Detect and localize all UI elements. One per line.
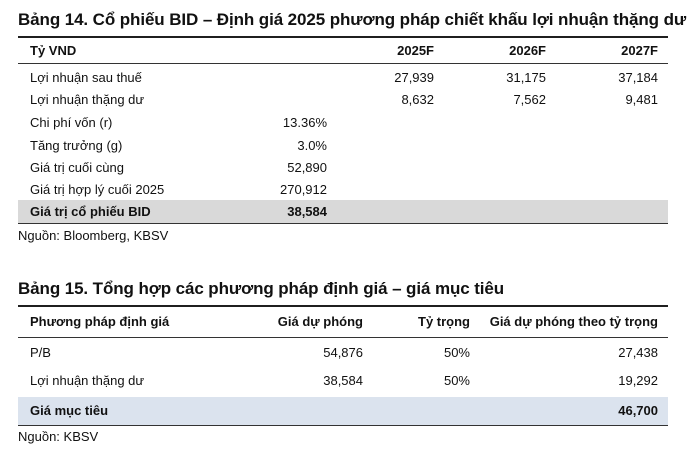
cell-2027: 9,481 (625, 92, 658, 107)
table15-total-row: Giá mục tiêu 46,700 (18, 397, 668, 425)
table15-header-weight: Tỷ trọng (418, 314, 470, 329)
table14-header-rule (18, 63, 668, 64)
row-label: Giá trị cuối cùng (30, 160, 124, 175)
table-row: Tăng trưởng (g) 3.0% (18, 134, 668, 157)
row-price: 54,876 (323, 345, 363, 360)
table-row: Chi phí vốn (r) 13.36% (18, 111, 668, 134)
cell-2026: 31,175 (506, 70, 546, 85)
table14-header-2026: 2026F (509, 43, 546, 58)
table-row-highlight: Giá trị cổ phiếu BID 38,584 (18, 200, 668, 223)
table-row: P/B 54,876 50% 27,438 (18, 339, 668, 367)
table-row: Giá trị cuối cùng 52,890 (18, 156, 668, 179)
table15-bottom-rule (18, 425, 668, 426)
table15-header-rule (18, 337, 668, 338)
cell-2025: 27,939 (394, 70, 434, 85)
table14-header-row: Tỷ VND 2025F 2026F 2027F (18, 39, 668, 62)
table-row: Giá trị hợp lý cuối 2025 270,912 (18, 178, 668, 201)
row-weight: 50% (443, 345, 470, 360)
row-label: Tăng trưởng (g) (30, 138, 123, 153)
row-label: Giá trị hợp lý cuối 2025 (30, 182, 165, 197)
table15-title: Bảng 15. Tổng hợp các phương pháp định g… (18, 279, 505, 298)
cell-2027: 37,184 (618, 70, 658, 85)
table15-header-method: Phương pháp định giá (30, 314, 170, 329)
table14-header-unit: Tỷ VND (30, 43, 77, 58)
table14-header-2025: 2025F (397, 43, 434, 58)
total-label: Giá mục tiêu (30, 403, 109, 418)
table14-header-2027: 2027F (621, 43, 658, 58)
row-value: 52,890 (287, 160, 327, 175)
row-label: Giá trị cổ phiếu BID (30, 204, 151, 219)
table14-title: Bảng 14. Cổ phiếu BID – Định giá 2025 ph… (18, 10, 687, 29)
row-weight: 50% (443, 373, 470, 388)
table14-top-rule (18, 36, 668, 38)
table15-header-row: Phương pháp định giá Giá dự phóng Tỷ trọ… (18, 307, 668, 336)
row-value: 38,584 (287, 204, 327, 219)
row-price: 38,584 (323, 373, 363, 388)
cell-2026: 7,562 (513, 92, 546, 107)
row-method: P/B (30, 345, 51, 360)
row-weighted: 19,292 (618, 373, 658, 388)
table-row: Lợi nhuận thặng dư 8,632 7,562 9,481 (18, 88, 668, 111)
table14-bottom-rule (18, 223, 668, 224)
table15-header-weighted: Giá dự phóng theo tỷ trọng (489, 314, 658, 329)
table15-top-rule (18, 305, 668, 307)
total-value: 46,700 (618, 403, 658, 418)
row-weighted: 27,438 (618, 345, 658, 360)
table15-source: Nguồn: KBSV (18, 429, 99, 444)
table-row: Lợi nhuận thặng dư 38,584 50% 19,292 (18, 367, 668, 396)
row-label: Chi phí vốn (r) (30, 115, 113, 130)
row-value: 3.0% (297, 138, 327, 153)
cell-2025: 8,632 (401, 92, 434, 107)
table14-source: Nguồn: Bloomberg, KBSV (18, 228, 169, 243)
row-label: Lợi nhuận thặng dư (30, 92, 145, 107)
row-label: Lợi nhuận sau thuế (30, 70, 142, 85)
table-row: Lợi nhuận sau thuế 27,939 31,175 37,184 (18, 66, 668, 89)
row-value: 13.36% (282, 115, 327, 130)
row-method: Lợi nhuận thặng dư (30, 373, 145, 388)
row-value: 270,912 (280, 182, 327, 197)
table15-header-price: Giá dự phóng (277, 314, 363, 329)
